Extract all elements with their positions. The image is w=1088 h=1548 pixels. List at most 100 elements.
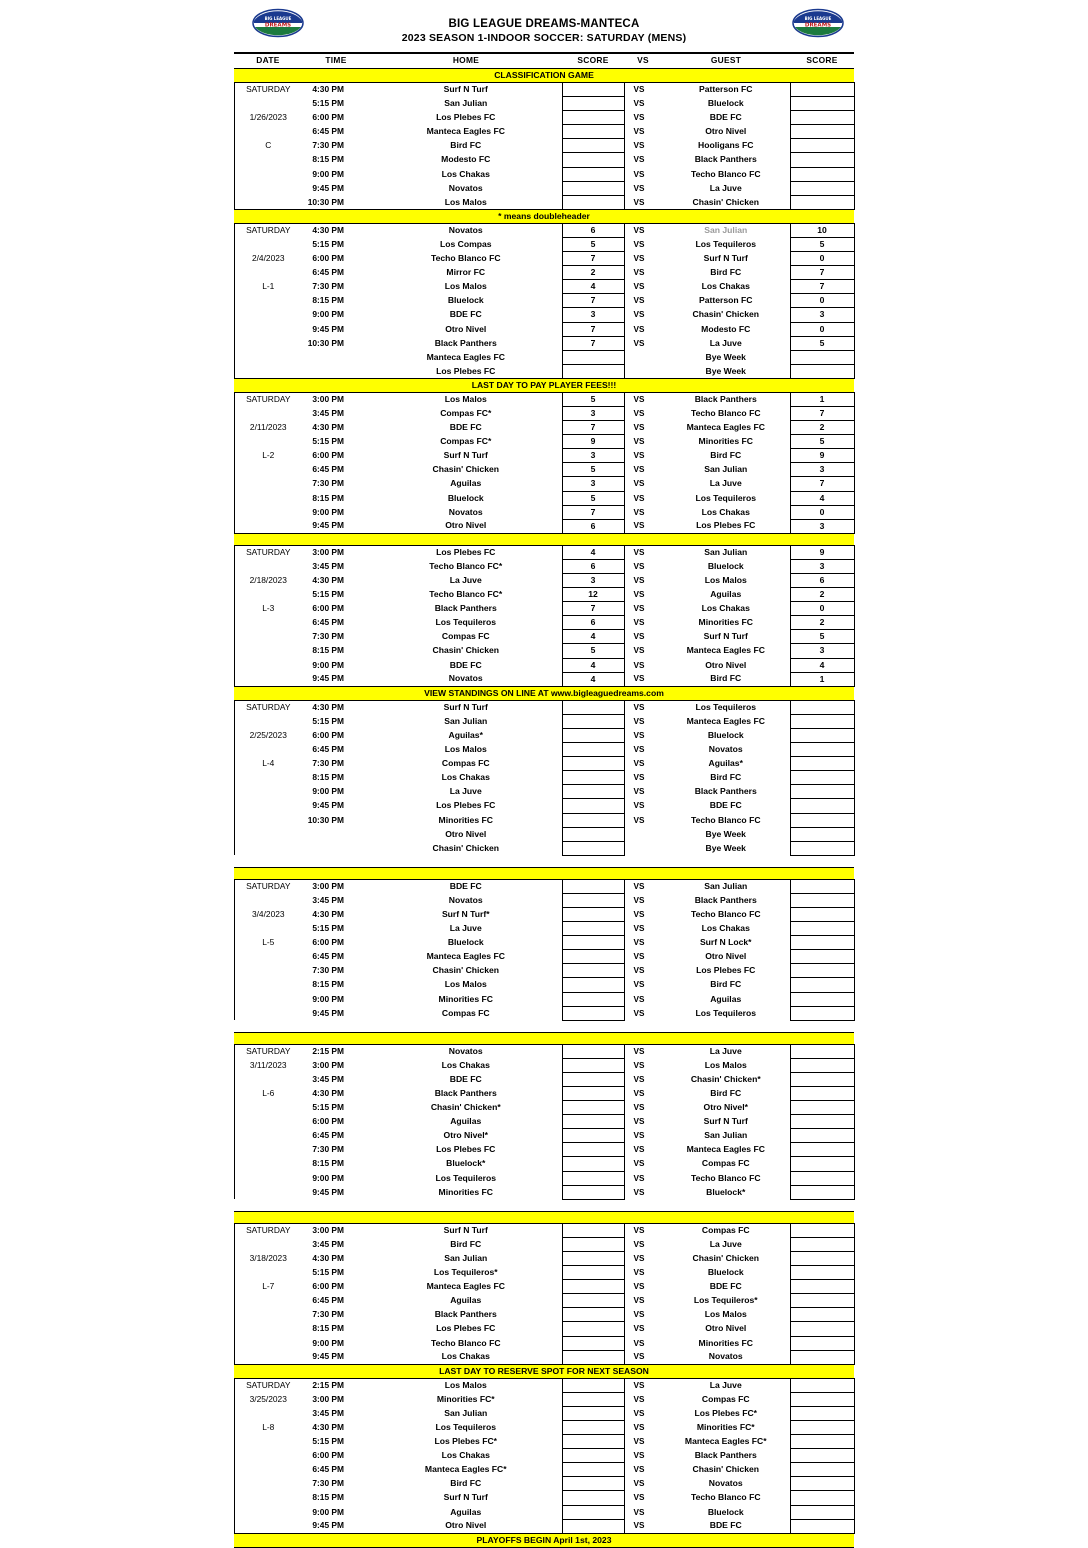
- home-score-box[interactable]: [561, 349, 625, 365]
- guest-score-box[interactable]: [789, 1156, 855, 1172]
- home-score-box[interactable]: [561, 935, 625, 951]
- home-score-box[interactable]: 6: [561, 222, 625, 238]
- guest-score-box[interactable]: 9: [789, 448, 855, 464]
- guest-score-box[interactable]: [789, 1504, 855, 1520]
- home-score-box[interactable]: [561, 1170, 625, 1186]
- home-score-box[interactable]: [561, 770, 625, 786]
- home-score-box[interactable]: 7: [561, 601, 625, 617]
- home-score-box[interactable]: [561, 878, 625, 894]
- guest-score-box[interactable]: 5: [789, 434, 855, 450]
- home-score-box[interactable]: [561, 1434, 625, 1450]
- guest-score-box[interactable]: [789, 784, 855, 800]
- guest-score-box[interactable]: [789, 1265, 855, 1281]
- home-score-box[interactable]: 3: [561, 572, 625, 589]
- guest-score-box[interactable]: 1: [789, 391, 855, 407]
- home-score-box[interactable]: [561, 1476, 625, 1492]
- guest-score-box[interactable]: 1: [789, 671, 855, 687]
- home-score-box[interactable]: [561, 1250, 625, 1267]
- guest-score-box[interactable]: 0: [789, 293, 855, 309]
- home-score-box[interactable]: [561, 756, 625, 772]
- home-score-box[interactable]: 7: [561, 420, 625, 436]
- home-score-box[interactable]: [561, 991, 625, 1007]
- home-score-box[interactable]: [561, 1222, 625, 1238]
- home-score-box[interactable]: 5: [561, 391, 625, 407]
- guest-score-box[interactable]: [789, 935, 855, 951]
- guest-score-box[interactable]: [789, 1448, 855, 1464]
- home-score-box[interactable]: 7: [561, 504, 625, 520]
- home-score-box[interactable]: [561, 963, 625, 979]
- guest-score-box[interactable]: [789, 194, 855, 210]
- guest-score-box[interactable]: [789, 1405, 855, 1421]
- home-score-box[interactable]: [561, 194, 625, 210]
- home-score-box[interactable]: 3: [561, 476, 625, 492]
- home-score-box[interactable]: [561, 742, 625, 758]
- home-score-box[interactable]: 2: [561, 265, 625, 281]
- guest-score-box[interactable]: [789, 1085, 855, 1102]
- home-score-box[interactable]: 6: [561, 558, 625, 575]
- guest-score-box[interactable]: 0: [789, 601, 855, 617]
- guest-score-box[interactable]: [789, 349, 855, 365]
- guest-score-box[interactable]: [789, 826, 855, 842]
- guest-score-box[interactable]: [789, 1490, 855, 1506]
- home-score-box[interactable]: 4: [561, 671, 625, 687]
- home-score-box[interactable]: [561, 727, 625, 744]
- home-score-box[interactable]: [561, 949, 625, 965]
- home-score-box[interactable]: [561, 1236, 625, 1252]
- guest-score-box[interactable]: 6: [789, 572, 855, 589]
- home-score-box[interactable]: [561, 1321, 625, 1337]
- guest-score-box[interactable]: [789, 742, 855, 758]
- guest-score-box[interactable]: [789, 96, 855, 112]
- guest-score-box[interactable]: [789, 1184, 855, 1200]
- home-score-box[interactable]: [561, 1504, 625, 1520]
- home-score-box[interactable]: 4: [561, 629, 625, 645]
- guest-score-box[interactable]: [789, 1043, 855, 1059]
- home-score-box[interactable]: 4: [561, 544, 625, 560]
- home-score-box[interactable]: 9: [561, 434, 625, 450]
- guest-score-box[interactable]: 10: [789, 222, 855, 238]
- home-score-box[interactable]: [561, 1057, 625, 1073]
- guest-score-box[interactable]: [789, 1222, 855, 1238]
- guest-score-box[interactable]: 3: [789, 307, 855, 323]
- guest-score-box[interactable]: 0: [789, 321, 855, 337]
- home-score-box[interactable]: [561, 152, 625, 168]
- guest-score-box[interactable]: [789, 1142, 855, 1158]
- guest-score-box[interactable]: 3: [789, 518, 855, 534]
- guest-score-box[interactable]: [789, 1100, 855, 1116]
- home-score-box[interactable]: [561, 363, 625, 379]
- home-score-box[interactable]: [561, 1349, 625, 1365]
- home-score-box[interactable]: 12: [561, 587, 625, 603]
- home-score-box[interactable]: [561, 1043, 625, 1059]
- home-score-box[interactable]: [561, 1085, 625, 1102]
- guest-score-box[interactable]: [789, 878, 855, 894]
- guest-score-box[interactable]: [789, 977, 855, 993]
- home-score-box[interactable]: [561, 1518, 625, 1534]
- guest-score-box[interactable]: [789, 1128, 855, 1144]
- home-score-box[interactable]: [561, 977, 625, 993]
- home-score-box[interactable]: [561, 1128, 625, 1144]
- guest-score-box[interactable]: [789, 906, 855, 923]
- guest-score-box[interactable]: 7: [789, 476, 855, 492]
- guest-score-box[interactable]: 4: [789, 490, 855, 506]
- guest-score-box[interactable]: [789, 1321, 855, 1337]
- home-score-box[interactable]: [561, 921, 625, 937]
- guest-score-box[interactable]: [789, 1391, 855, 1407]
- home-score-box[interactable]: [561, 124, 625, 140]
- home-score-box[interactable]: [561, 1405, 625, 1421]
- guest-score-box[interactable]: [789, 699, 855, 715]
- home-score-box[interactable]: 5: [561, 236, 625, 253]
- home-score-box[interactable]: 5: [561, 643, 625, 659]
- guest-score-box[interactable]: [789, 798, 855, 814]
- home-score-box[interactable]: 5: [561, 490, 625, 506]
- home-score-box[interactable]: [561, 96, 625, 112]
- home-score-box[interactable]: [561, 1293, 625, 1309]
- guest-score-box[interactable]: [789, 1434, 855, 1450]
- home-score-box[interactable]: [561, 110, 625, 126]
- home-score-box[interactable]: 7: [561, 251, 625, 267]
- guest-score-box[interactable]: 2: [789, 420, 855, 436]
- guest-score-box[interactable]: [789, 1335, 855, 1351]
- guest-score-box[interactable]: 5: [789, 335, 855, 351]
- home-score-box[interactable]: [561, 1307, 625, 1323]
- guest-score-box[interactable]: [789, 180, 855, 196]
- home-score-box[interactable]: [561, 713, 625, 729]
- guest-score-box[interactable]: [789, 1476, 855, 1492]
